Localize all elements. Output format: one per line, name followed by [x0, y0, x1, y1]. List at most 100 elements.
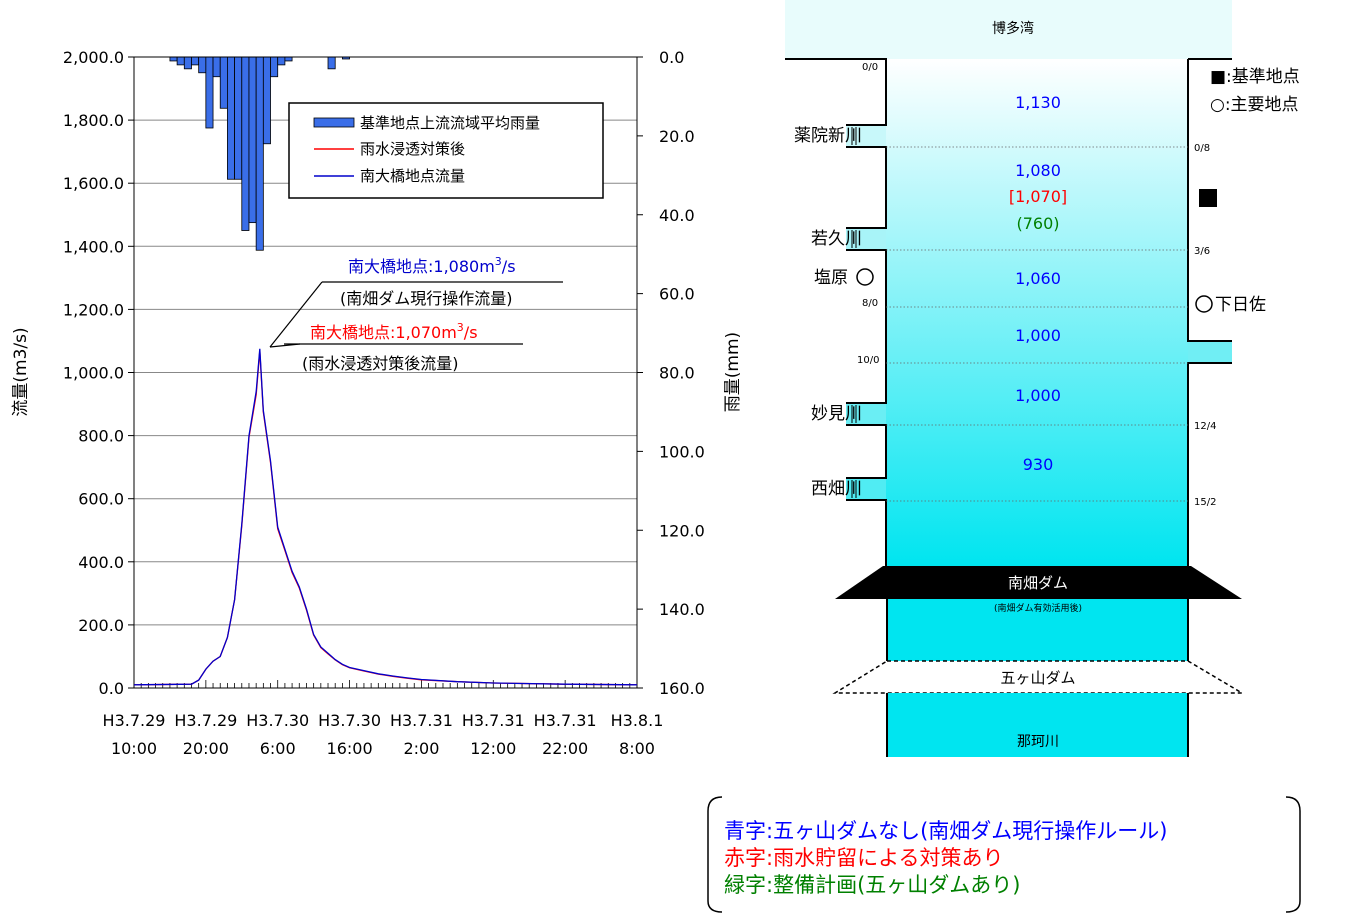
distance-15-2: 15/2 — [1194, 497, 1216, 508]
right-tick-label: 0.0 — [659, 48, 684, 67]
rainfall-bar — [212, 56, 221, 78]
tributary-myoken-label: 妙見川 — [811, 404, 862, 424]
segment-6-blue: 930 — [1023, 455, 1054, 474]
chart-legend: 基準地点上流流域平均雨量 雨水浸透対策後 南大橋地点流量 — [288, 102, 604, 199]
rainfall-bar — [191, 56, 200, 66]
legend-base-point: ■:基準地点 — [1210, 67, 1300, 87]
x-tick-label-time: 22:00 — [542, 739, 588, 758]
distance-0-0: 0/0 — [862, 62, 878, 73]
left-tick-label: 1,600.0 — [63, 174, 124, 193]
red-peak-label: 南大橋地点:1,070m3/s — [310, 321, 478, 342]
minamihata-dam — [835, 566, 1242, 599]
x-tick-label-time: 10:00 — [111, 739, 157, 758]
right-axis-label: 雨量(mm) — [723, 332, 743, 412]
series-line — [133, 348, 638, 686]
distance-8-0: 8/0 — [862, 298, 878, 309]
tributary-hatching — [851, 127, 857, 498]
x-tick-label-time: 16:00 — [327, 739, 373, 758]
note-green: 緑字:整備計画(五ヶ山ダムあり) — [724, 873, 1020, 897]
section-lines — [886, 146, 1188, 502]
color-key-notes: 青字:五ヶ山ダムなし(南畑ダム現行操作ルール) 赤字:雨水貯留による対策あり 緑… — [707, 796, 1301, 913]
base-point-marker — [1199, 189, 1217, 207]
rainfall-bar — [183, 56, 192, 70]
right-tick-label: 20.0 — [659, 127, 695, 146]
rainfall-bar — [270, 56, 279, 78]
series-line — [133, 350, 638, 686]
sea-label: 博多湾 — [992, 20, 1034, 37]
note-red: 赤字:雨水貯留による対策あり — [724, 846, 1003, 870]
distance-12-4: 12/4 — [1194, 421, 1216, 432]
main-point-shimohisa-marker — [1195, 295, 1213, 313]
left-tick-label: 200.0 — [78, 616, 124, 635]
left-tick-label: 400.0 — [78, 553, 124, 572]
hydrograph-chart: 2,000.0 1,800.0 1,600.0 1,400.0 1,200.0 1,000… — [11, 48, 743, 758]
rainfall-bar — [176, 56, 185, 66]
legend-bar-swatch — [313, 117, 355, 128]
rainfall-bar — [169, 56, 178, 62]
x-tick-label-date: H3.7.31 — [534, 711, 597, 730]
tributary-yakuin-label: 薬院新川 — [794, 126, 862, 146]
rainfall-bar — [198, 56, 207, 74]
right-tick-label: 120.0 — [659, 521, 705, 540]
x-tick-label-date: H3.7.30 — [318, 711, 381, 730]
right-tick-label: 60.0 — [659, 285, 695, 304]
tributary-wakahisa-label: 若久川 — [811, 229, 862, 249]
segment-5-blue: 1,000 — [1015, 386, 1061, 405]
right-tick-label: 140.0 — [659, 600, 705, 619]
distance-3-6: 3/6 — [1194, 246, 1210, 257]
river-main-channel — [886, 59, 1188, 566]
main-point-shiobaru-marker — [856, 268, 874, 286]
flow-series — [133, 348, 638, 686]
left-tick-label: 0.0 — [99, 679, 124, 698]
left-tick-label: 2,000.0 — [63, 48, 124, 67]
x-axis-tick-labels: H3.7.29 10:00 H3.7.29 20:00 H3.7.30 6:00 H3.7.… — [103, 711, 664, 758]
gokayama-dam — [832, 660, 1245, 694]
left-tick-label: 1,000.0 — [63, 364, 124, 383]
segment-2-green: (760) — [1016, 214, 1059, 233]
x-tick-label-date: H3.8.1 — [611, 711, 664, 730]
segment-1-blue: 1,130 — [1015, 93, 1061, 112]
x-tick-label-time: 6:00 — [260, 739, 296, 758]
rainfall-bar — [227, 56, 236, 180]
right-tick-label: 80.0 — [659, 364, 695, 383]
rainfall-bar — [284, 56, 293, 62]
segment-4-blue: 1,000 — [1015, 326, 1061, 345]
legend-blue-series: 南大橋地点流量 — [360, 167, 465, 185]
left-tick-label: 1,200.0 — [63, 300, 124, 319]
left-tick-label: 800.0 — [78, 427, 124, 446]
distance-0-8: 0/8 — [1194, 143, 1210, 154]
left-tick-label: 1,400.0 — [63, 237, 124, 256]
segment-3-blue: 1,060 — [1015, 269, 1061, 288]
right-axis-tick-labels: 0.0 20.0 40.0 60.0 80.0 100.0 120.0 140.0 160.0 — [659, 48, 705, 698]
rainfall-bar — [234, 56, 243, 180]
peak-annotations: 南大橋地点:1,080m3/s (南畑ダム現行操作流量) 南大橋地点:1,070… — [269, 255, 563, 373]
x-tick-label-time: 20:00 — [183, 739, 229, 758]
distance-10-0: 10/0 — [857, 355, 879, 366]
river-schematic: 博多湾 0/0 8/0 — [785, 0, 1300, 757]
notes-bracket-left — [707, 796, 723, 913]
gokayama-dam-label: 五ヶ山ダム — [1000, 669, 1075, 687]
segment-2-red: [1,070] — [1009, 187, 1067, 206]
right-tick-label: 100.0 — [659, 442, 705, 461]
legend-main-point: ○:主要地点 — [1210, 95, 1299, 115]
river-lower-channel — [887, 693, 1188, 757]
x-tick-label-date: H3.7.31 — [462, 711, 525, 730]
minamihata-dam-note: (南畑ダム有効活用後) — [994, 602, 1082, 614]
right-tick-label: 40.0 — [659, 206, 695, 225]
left-axis-tick-labels: 2,000.0 1,800.0 1,600.0 1,400.0 1,200.0 1,000… — [63, 48, 124, 698]
legend-red-series: 雨水浸透対策後 — [360, 140, 465, 158]
x-tick-label-date: H3.7.31 — [390, 711, 453, 730]
main-point-shimohisa-label: 下日佐 — [1215, 295, 1266, 315]
x-tick-label-time: 8:00 — [619, 739, 655, 758]
river-mid-channel — [887, 599, 1188, 661]
red-peak-sub: (雨水浸透対策後流量) — [302, 354, 459, 373]
tributary-nishihata-label: 西畑川 — [811, 479, 862, 499]
rainfall-bar — [241, 56, 250, 231]
blue-annotation-leader — [269, 281, 323, 348]
left-tick-label: 600.0 — [78, 490, 124, 509]
right-branch-stub — [1188, 341, 1232, 363]
blue-peak-sub: (南畑ダム現行操作流量) — [340, 289, 513, 308]
bottom-river-label: 那珂川 — [1017, 734, 1059, 750]
rainfall-bar — [277, 56, 286, 66]
